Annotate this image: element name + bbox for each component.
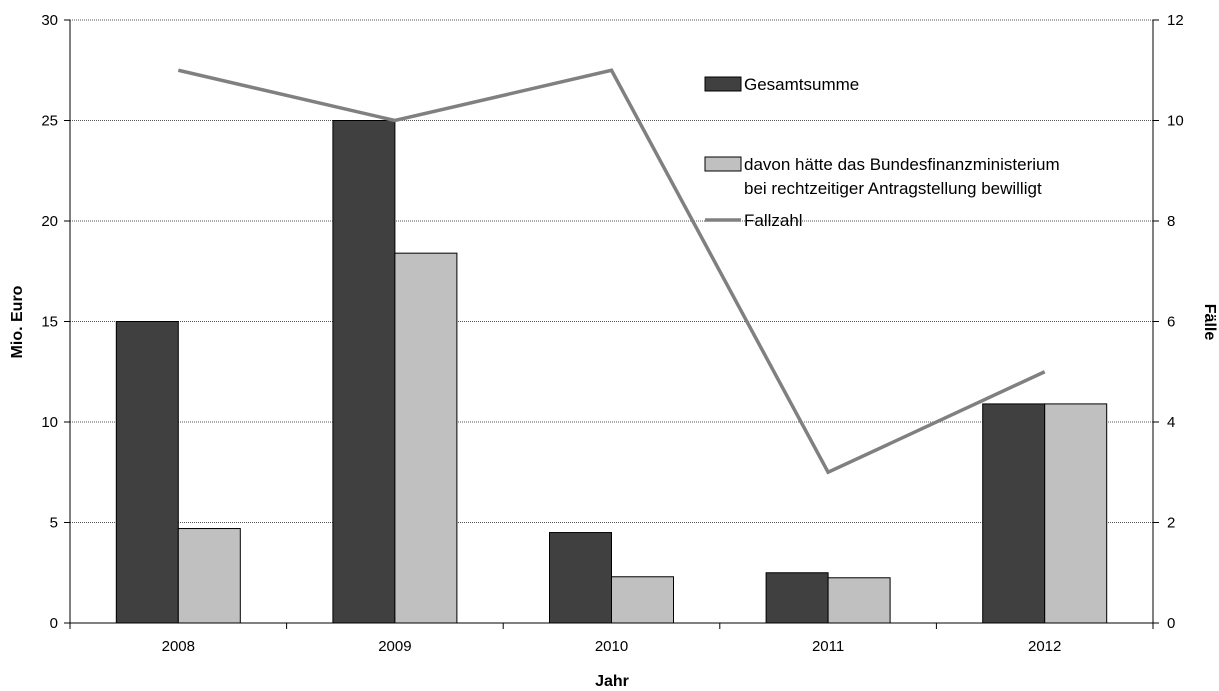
y-tick-label: 15 xyxy=(41,314,58,331)
bar-gesamtsumme xyxy=(115,321,179,624)
legend-label-davon-line-2: bei rechtzeitiger Antragstellung bewilli… xyxy=(744,179,1042,198)
bar-gesamtsumme xyxy=(332,120,396,624)
bar-bewilligt xyxy=(1044,403,1108,624)
x-tick-label: 2012 xyxy=(1028,638,1061,655)
x-tick-label: 2009 xyxy=(378,638,411,655)
bar-gesamtsumme xyxy=(549,532,612,624)
x-axis-title: Jahr xyxy=(595,673,629,690)
x-tick-label: 2008 xyxy=(162,638,195,655)
y2-tick-label: 2 xyxy=(1167,515,1175,532)
legend-label-fallzahl: Fallzahl xyxy=(744,211,803,230)
bar-bewilligt xyxy=(394,252,458,624)
y-axis-title: Mio. Euro xyxy=(9,285,26,358)
y-tick-label: 25 xyxy=(41,113,58,130)
line-series xyxy=(177,68,1046,475)
bar-bewilligt xyxy=(827,577,891,624)
legend-label-gesamtsumme: Gesamtsumme xyxy=(744,75,859,94)
legend-swatch-gesamtsumme xyxy=(704,76,742,92)
tick-labels: 0 5 10 15 20 25 30 0 2 4 6 8 10 12 2008 2009 2010 2011 201… xyxy=(41,12,1183,655)
y2-tick-label: 6 xyxy=(1167,314,1175,331)
y2-tick-label: 4 xyxy=(1167,414,1175,431)
bar-gesamtsumme xyxy=(765,572,829,624)
bar-bewilligt xyxy=(177,528,241,624)
y-tick-label: 30 xyxy=(41,12,58,29)
bar-bewilligt xyxy=(611,576,674,624)
axes xyxy=(64,19,1159,629)
y-tick-label: 0 xyxy=(50,615,58,632)
x-tick-label: 2010 xyxy=(595,638,628,655)
y2-tick-label: 12 xyxy=(1167,12,1184,29)
y-tick-label: 20 xyxy=(41,213,58,230)
legend: Gesamtsumme davon hätte das Bundesfinanz… xyxy=(704,75,1060,230)
line-fallzahl xyxy=(177,68,1046,475)
x-tick-label: 2011 xyxy=(812,638,844,655)
legend-swatch-davon xyxy=(704,156,742,172)
y2-tick-label: 10 xyxy=(1167,113,1184,130)
y2-tick-label: 0 xyxy=(1167,615,1175,632)
y-tick-label: 5 xyxy=(50,515,58,532)
y2-axis-title: Fälle xyxy=(1201,304,1218,341)
gridlines xyxy=(70,19,1153,523)
bar-gesamtsumme xyxy=(982,403,1046,624)
y2-tick-label: 8 xyxy=(1167,213,1175,230)
y-tick-label: 10 xyxy=(41,414,58,431)
legend-label-davon-line-1: davon hätte das Bundesfinanzministerium xyxy=(744,155,1060,174)
